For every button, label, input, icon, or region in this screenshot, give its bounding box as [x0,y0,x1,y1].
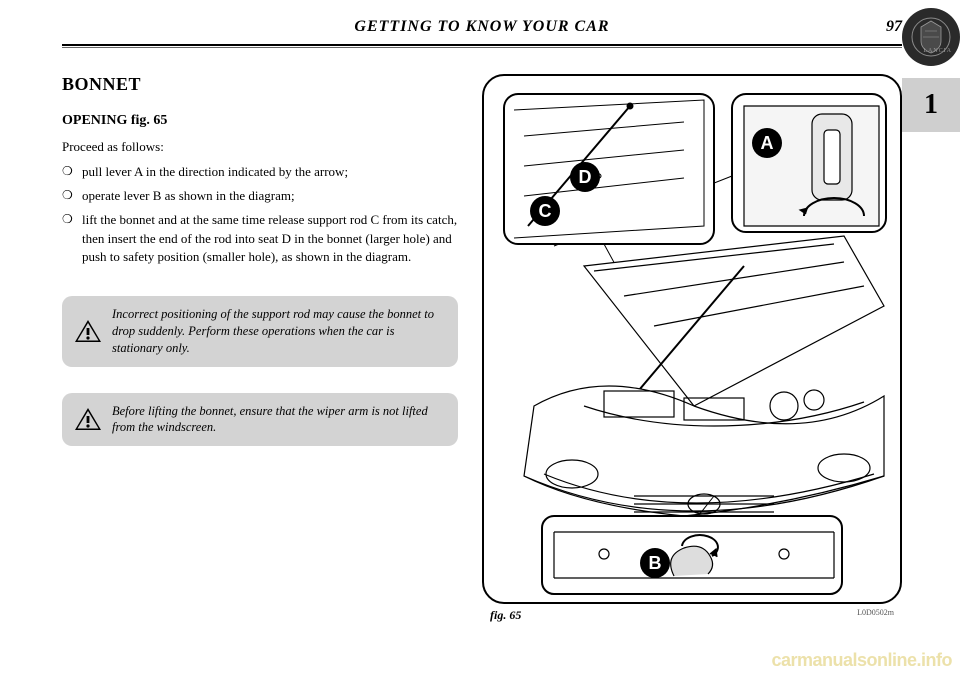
list-item: lift the bonnet and at the same time rel… [62,211,458,266]
right-column: A B C D fig. 65 L0D0502m [482,74,902,623]
header-rule [62,44,902,48]
warning-icon [74,319,102,343]
figure-illustration [484,76,902,604]
brand-logo [902,8,960,66]
header-title: GETTING TO KNOW YOUR CAR [92,18,872,36]
page: GETTING TO KNOW YOUR CAR 97 LANCIA 1 BON… [0,0,960,677]
figure-code: L0D0502m [857,608,894,623]
left-column: BONNET OPENING fig. 65 Proceed as follow… [62,74,458,623]
watermark: carmanualsonline.info [771,650,952,671]
figure-label: fig. 65 [490,608,521,623]
figure-frame: A B C D [482,74,902,604]
callout-a: A [752,128,782,158]
warning-box: Incorrect positioning of the support rod… [62,296,458,367]
content: BONNET OPENING fig. 65 Proceed as follow… [62,74,902,623]
page-number: 97 [872,18,902,36]
warning-box: Before lifting the bonnet, ensure that t… [62,393,458,447]
bullet-text: operate lever B as shown in the diagram; [82,188,295,203]
bullet-list: pull lever A in the direction indicated … [62,163,458,266]
callout-b: B [640,548,670,578]
warning-icon [74,407,102,431]
proceed-text: Proceed as follows: [62,139,458,155]
bullet-text: pull lever A in the direction indicated … [82,164,348,179]
callout-d: D [570,162,600,192]
figure-caption: fig. 65 L0D0502m [482,608,902,623]
heading-bonnet: BONNET [62,74,458,95]
heading-opening: OPENING fig. 65 [62,113,458,129]
page-header: GETTING TO KNOW YOUR CAR 97 [62,18,902,42]
section-tab: 1 [902,78,960,132]
bullet-text: lift the bonnet and at the same time rel… [82,212,457,263]
warning-text: Before lifting the bonnet, ensure that t… [112,404,428,435]
brand-text: LANCIA [923,48,952,54]
warning-text: Incorrect positioning of the support rod… [112,307,434,355]
list-item: pull lever A in the direction indicated … [62,163,458,181]
callout-c: C [530,196,560,226]
list-item: operate lever B as shown in the diagram; [62,187,458,205]
